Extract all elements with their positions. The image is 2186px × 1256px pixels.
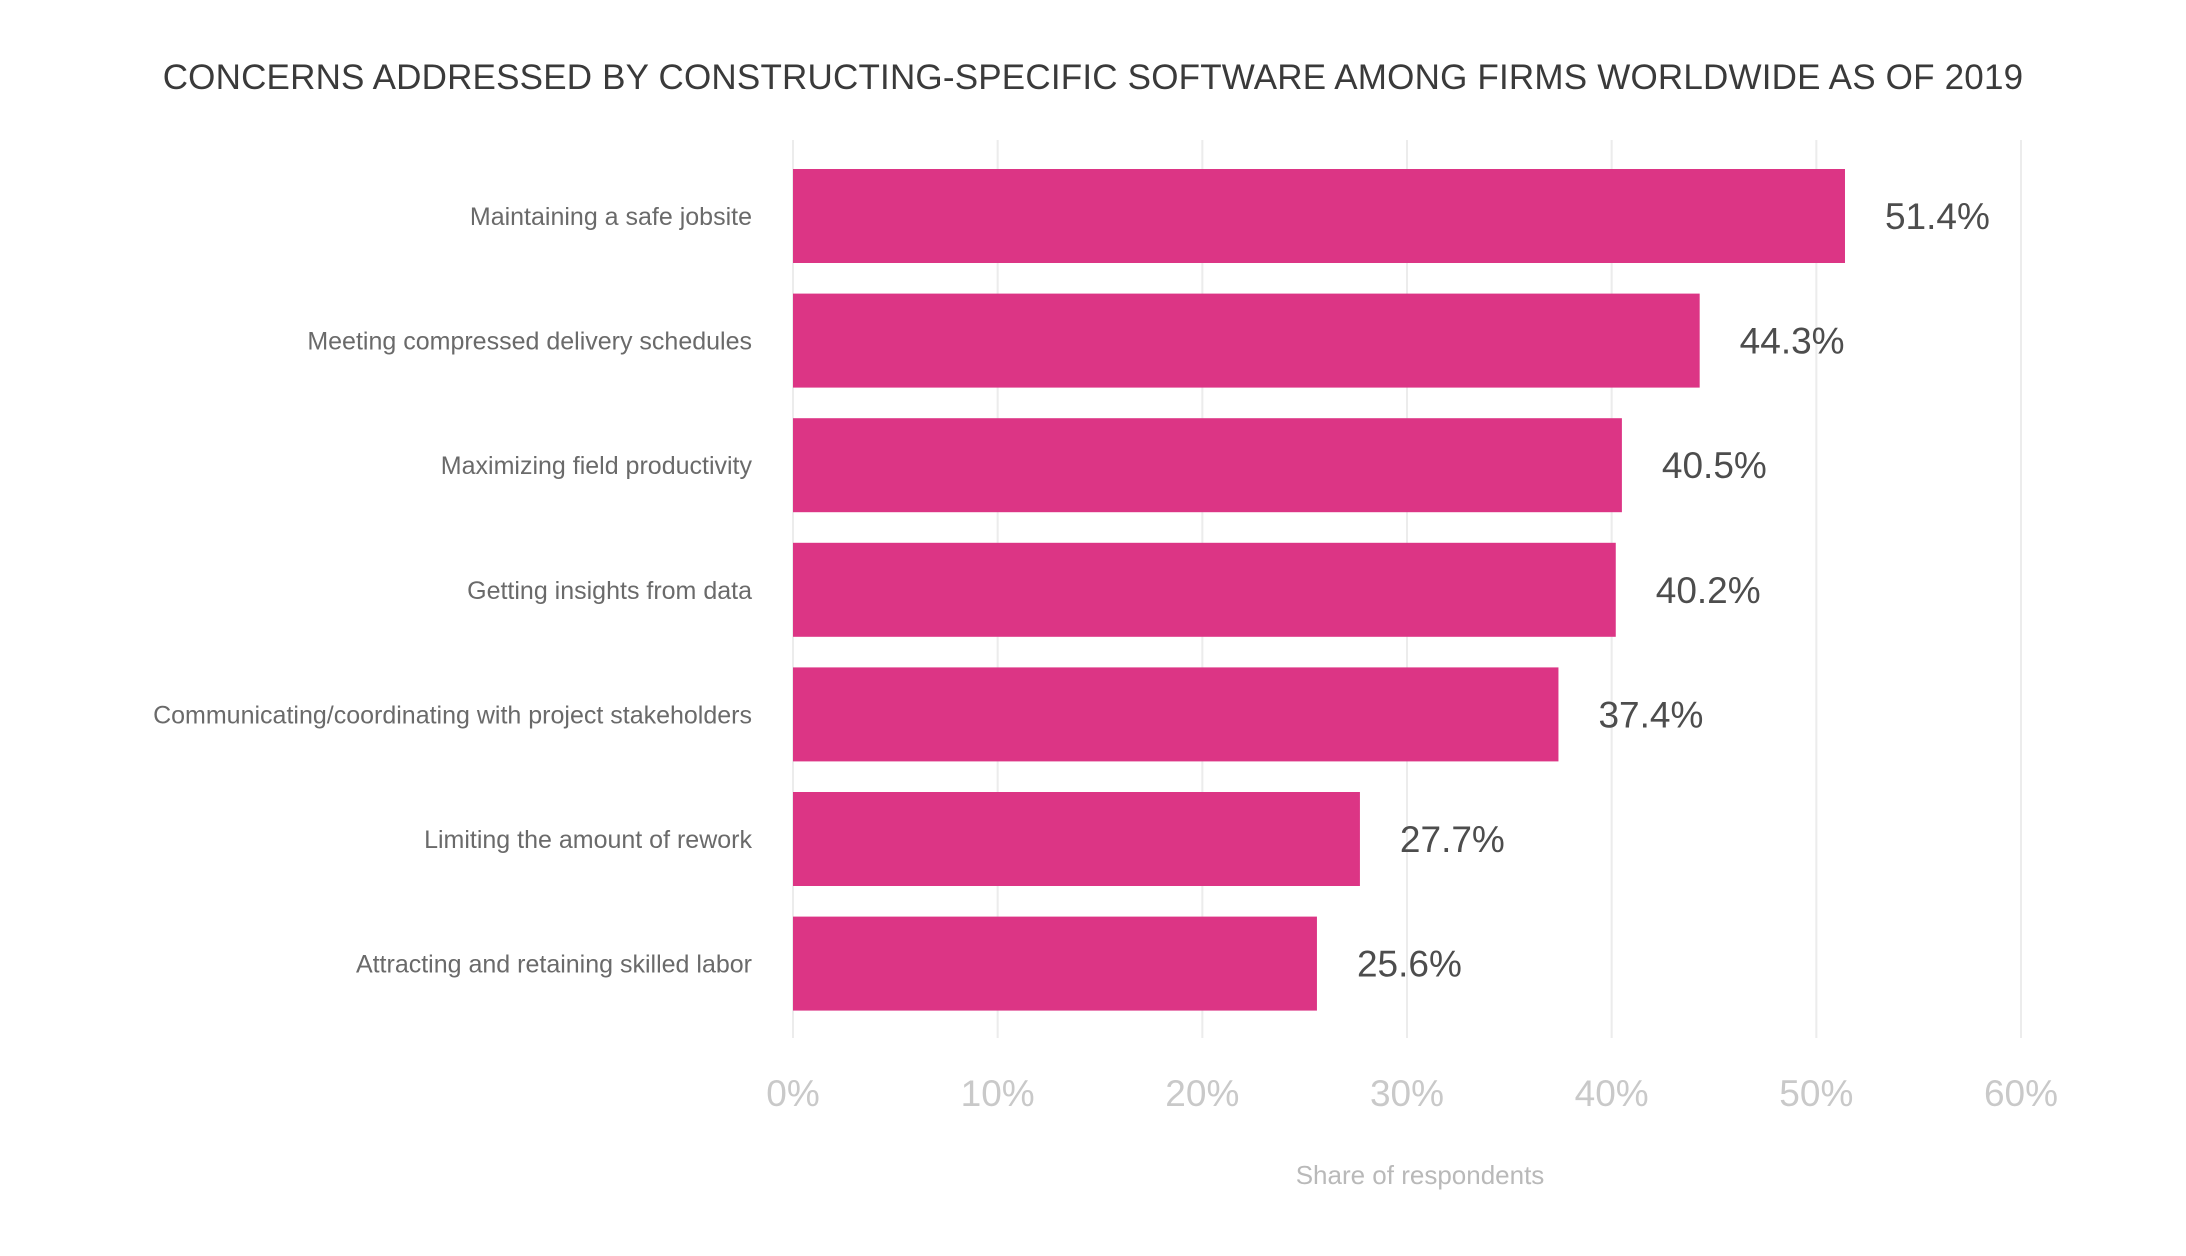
data-label: 27.7% bbox=[1400, 819, 1505, 860]
x-axis-label: Share of respondents bbox=[1295, 1160, 1545, 1190]
x-tick-label: 10% bbox=[961, 1073, 1035, 1114]
label-layer: Maintaining a safe jobsite 51.4% Meeting c… bbox=[153, 196, 1990, 985]
bar bbox=[793, 542, 1616, 637]
data-label: 44.3% bbox=[1740, 321, 1845, 362]
x-tick-label: 60% bbox=[1984, 1073, 2058, 1114]
data-label: 40.2% bbox=[1656, 570, 1761, 611]
data-label: 37.4% bbox=[1598, 694, 1703, 735]
bar bbox=[793, 792, 1360, 886]
category-label: Getting insights from data bbox=[467, 577, 752, 605]
chart-title: CONCERNS ADDRESSED BY CONSTRUCTING-SPECI… bbox=[162, 58, 2024, 97]
data-label: 25.6% bbox=[1357, 944, 1462, 985]
bar bbox=[793, 169, 1845, 263]
category-label: Maximizing field productivity bbox=[441, 452, 753, 480]
category-label: Limiting the amount of rework bbox=[424, 826, 752, 854]
category-label: Attracting and retaining skilled labor bbox=[356, 951, 752, 979]
tick-layer: 0% 10% 20% 30% 40% 50% 60% bbox=[766, 1073, 2058, 1114]
x-tick-label: 20% bbox=[1165, 1073, 1239, 1114]
bar bbox=[793, 667, 1559, 762]
x-tick-label: 0% bbox=[766, 1073, 819, 1114]
bar bbox=[793, 916, 1317, 1011]
x-tick-label: 30% bbox=[1370, 1073, 1444, 1114]
bar bbox=[793, 418, 1622, 513]
bar bbox=[793, 293, 1700, 388]
category-label: Communicating/coordinating with project … bbox=[153, 701, 752, 729]
data-label: 40.5% bbox=[1662, 445, 1767, 486]
x-tick-label: 40% bbox=[1575, 1073, 1649, 1114]
data-label: 51.4% bbox=[1885, 196, 1990, 237]
x-tick-label: 50% bbox=[1779, 1073, 1853, 1114]
category-label: Maintaining a safe jobsite bbox=[470, 203, 752, 231]
category-label: Meeting compressed delivery schedules bbox=[307, 328, 752, 356]
bar-layer bbox=[793, 169, 1845, 1011]
